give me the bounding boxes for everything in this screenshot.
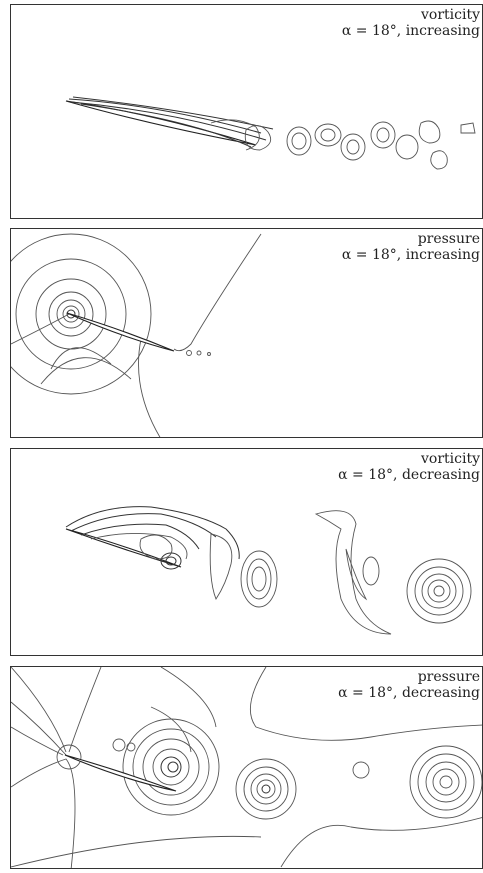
condition-text: α = 18°, increasing [341, 23, 480, 39]
condition-text: α = 18°, increasing [341, 247, 480, 263]
pressure-increasing-panel: pressure α = 18°, increasing [10, 228, 483, 438]
panel-label: pressure α = 18°, decreasing [338, 669, 480, 701]
pressure-decreasing-plot [11, 667, 482, 868]
vorticity-increasing-plot [65, 96, 476, 170]
vorticity-increasing-panel: vorticity α = 18°, increasing [10, 4, 483, 219]
condition-text: α = 18°, decreasing [338, 685, 480, 701]
field-name: vorticity [421, 451, 480, 467]
condition-text: α = 18°, decreasing [338, 467, 480, 483]
field-name: vorticity [421, 7, 480, 23]
vorticity-decreasing-panel: vorticity α = 18°, decreasing [10, 448, 483, 656]
panel-label: pressure α = 18°, increasing [342, 231, 480, 263]
field-name: pressure [417, 669, 480, 685]
vorticity-decreasing-plot [65, 506, 472, 635]
panel-label: vorticity α = 18°, decreasing [338, 451, 480, 483]
pressure-decreasing-panel: pressure α = 18°, decreasing [10, 666, 483, 869]
pressure-increasing-plot [11, 233, 262, 437]
panel-label: vorticity α = 18°, increasing [342, 7, 480, 39]
field-name: pressure [417, 231, 480, 247]
